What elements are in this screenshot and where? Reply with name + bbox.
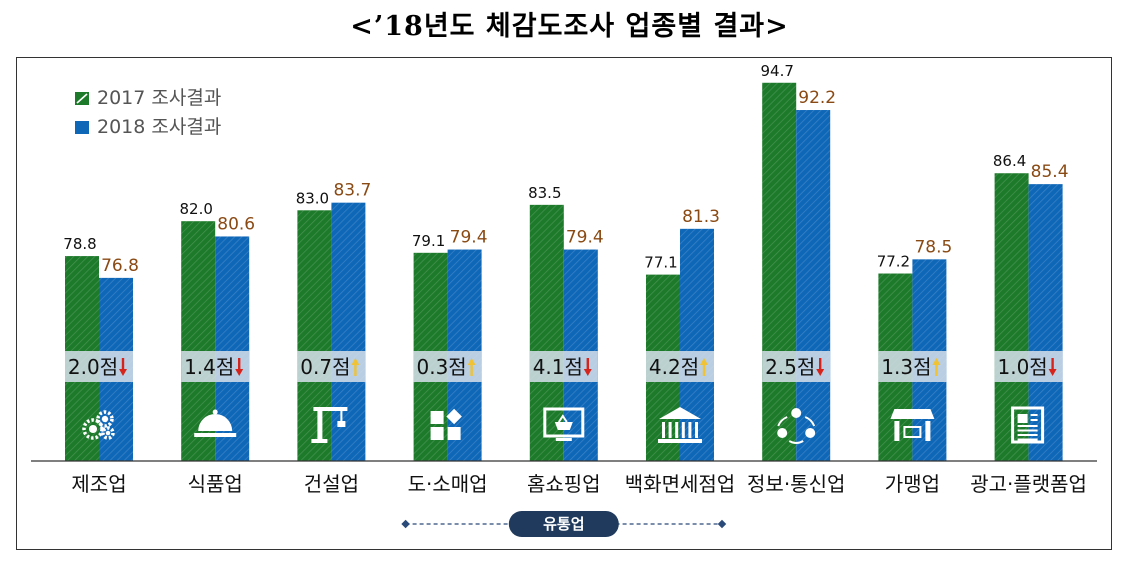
gears-icon <box>82 410 115 440</box>
category-group: 86.4 85.4 1.0점 <box>993 152 1069 461</box>
tv-shopping-basket-icon <box>543 407 585 441</box>
change-band <box>762 351 831 382</box>
bar-marks: 78.8 76.8 2.0점 82.0 80.6 1.4점 83.0 83.7 0.7점 79.1… <box>63 62 1069 462</box>
category-group: 83.0 83.7 0.7점 <box>296 181 371 462</box>
change-label: 0.7점 <box>300 355 350 379</box>
value-label-2017: 94.7 <box>760 62 793 80</box>
category-group: 77.1 81.3 4.2점 <box>644 207 720 461</box>
change-band <box>878 351 947 382</box>
value-label-2018: 78.5 <box>914 237 952 257</box>
category-labels: 제조업 식품업 건설업 도·소매업 홈쇼핑업 백화면세점업 정보·통신업 가맹업 광고·플랫폼업 <box>71 472 1087 496</box>
legend-swatch-2018 <box>75 121 89 134</box>
change-label: 2.0점 <box>68 355 118 379</box>
value-label-2017: 78.8 <box>63 235 96 253</box>
category-label: 도·소매업 <box>408 472 488 496</box>
change-band <box>65 351 133 382</box>
change-band <box>646 351 714 382</box>
storefront-icon <box>890 409 935 441</box>
value-label-2018: 79.4 <box>450 228 488 248</box>
cloche-icon <box>194 409 237 437</box>
change-label: 2.5점 <box>765 355 815 379</box>
department-store-icon <box>658 407 702 443</box>
category-label: 가맹업 <box>885 472 940 496</box>
category-group: 78.8 76.8 2.0점 <box>63 235 139 461</box>
change-label: 0.3점 <box>416 355 466 379</box>
legend-label-2017: 2017 조사결과 <box>97 87 221 109</box>
value-label-2018: 92.2 <box>798 88 836 108</box>
category-group: 83.5 79.4 4.1점 <box>528 184 604 461</box>
value-label-2018: 76.8 <box>101 256 139 276</box>
category-label: 건설업 <box>304 472 359 496</box>
crane-icon <box>311 407 348 443</box>
chart-frame: 2017 조사결과 2018 조사결과 78.8 76.8 2.0점 82.0 80.6… <box>16 57 1112 550</box>
category-group: 82.0 80.6 1.4점 <box>179 200 255 461</box>
change-label: 1.3점 <box>881 355 931 379</box>
value-label-2018: 79.4 <box>566 228 604 248</box>
category-label: 광고·플랫폼업 <box>970 472 1087 496</box>
category-label: 정보·통신업 <box>747 472 845 496</box>
value-label-2017: 77.2 <box>877 253 910 271</box>
value-label-2018: 85.4 <box>1031 162 1069 182</box>
value-label-2018: 81.3 <box>682 207 720 227</box>
category-label: 제조업 <box>71 472 126 496</box>
group-label: 유통업 <box>543 515 584 533</box>
value-label-2017: 79.1 <box>412 232 445 250</box>
change-band <box>297 351 366 382</box>
change-label: 1.4점 <box>184 355 234 379</box>
group-label-pill <box>508 511 619 537</box>
value-label-2017: 82.0 <box>179 200 212 218</box>
category-group: 94.7 92.2 2.5점 <box>760 62 836 461</box>
newspaper-icon <box>1011 406 1045 444</box>
category-label: 백화면세점업 <box>625 472 735 496</box>
change-label: 4.1점 <box>533 355 583 379</box>
change-band <box>994 351 1063 382</box>
change-label: 1.0점 <box>997 355 1047 379</box>
change-label: 4.2점 <box>649 355 699 379</box>
category-label: 홈쇼핑업 <box>527 472 601 496</box>
value-label-2017: 86.4 <box>993 152 1026 170</box>
industry-bar-chart: 2017 조사결과 2018 조사결과 78.8 76.8 2.0점 82.0 80.6… <box>31 62 1097 537</box>
value-label-2017: 83.0 <box>296 189 329 207</box>
category-group: 79.1 79.4 0.3점 <box>412 228 488 461</box>
value-label-2018: 83.7 <box>333 181 371 201</box>
category-label: 식품업 <box>188 472 243 496</box>
change-band <box>181 351 250 382</box>
legend-label-2018: 2018 조사결과 <box>97 116 221 138</box>
category-group: 77.278.5 1.3점 <box>877 237 952 461</box>
page-title: <’18년도 체감도조사 업종별 결과> <box>350 11 789 42</box>
value-label-2017: 77.1 <box>644 254 677 272</box>
value-label-2017: 83.5 <box>528 184 561 202</box>
network-people-icon <box>777 408 816 444</box>
value-label-2018: 80.6 <box>217 214 255 234</box>
change-band <box>529 351 598 382</box>
group-bracket: 유통업 <box>401 511 727 537</box>
change-band <box>413 351 482 382</box>
legend: 2017 조사결과 2018 조사결과 <box>75 87 221 138</box>
